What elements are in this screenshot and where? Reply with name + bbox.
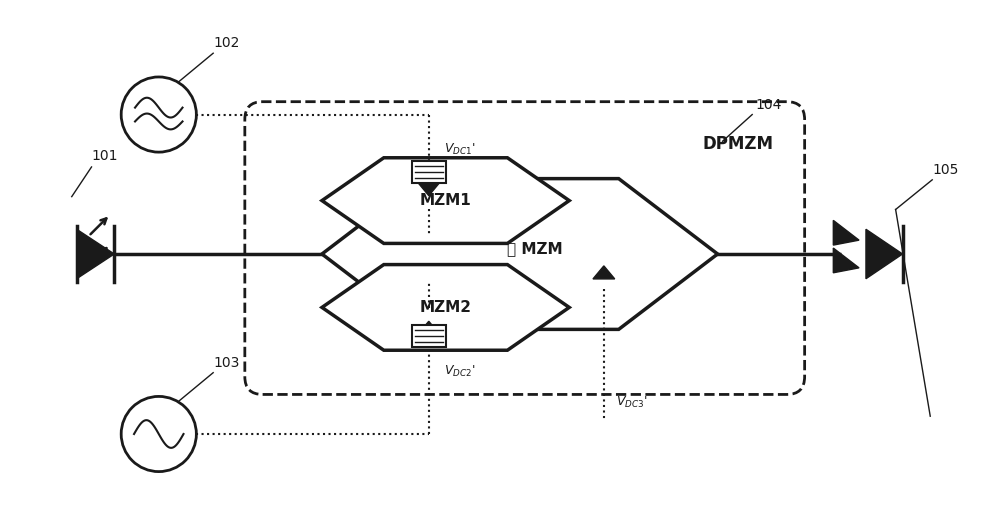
Polygon shape bbox=[833, 248, 859, 273]
Text: 101: 101 bbox=[92, 149, 118, 163]
Bar bbox=[412, 325, 446, 347]
Text: $V_{DC3}$': $V_{DC3}$' bbox=[616, 394, 647, 409]
Polygon shape bbox=[418, 321, 440, 334]
Text: 104: 104 bbox=[755, 98, 782, 112]
Text: MZM1: MZM1 bbox=[420, 193, 471, 208]
Text: $V_{DC1}$': $V_{DC1}$' bbox=[444, 142, 475, 157]
Polygon shape bbox=[77, 229, 114, 279]
Text: $V_{DC2}$': $V_{DC2}$' bbox=[444, 364, 475, 379]
Polygon shape bbox=[833, 220, 859, 245]
Text: 105: 105 bbox=[932, 163, 959, 177]
Polygon shape bbox=[322, 158, 569, 243]
Polygon shape bbox=[322, 265, 569, 350]
Polygon shape bbox=[866, 229, 903, 279]
Text: 主 MZM: 主 MZM bbox=[507, 242, 562, 257]
Text: MZM2: MZM2 bbox=[420, 300, 472, 315]
Text: 102: 102 bbox=[213, 36, 240, 50]
Polygon shape bbox=[593, 266, 615, 279]
Bar bbox=[412, 161, 446, 183]
Text: DPMZM: DPMZM bbox=[703, 135, 774, 153]
Polygon shape bbox=[322, 179, 718, 329]
Text: 103: 103 bbox=[213, 356, 240, 370]
Polygon shape bbox=[418, 182, 440, 196]
